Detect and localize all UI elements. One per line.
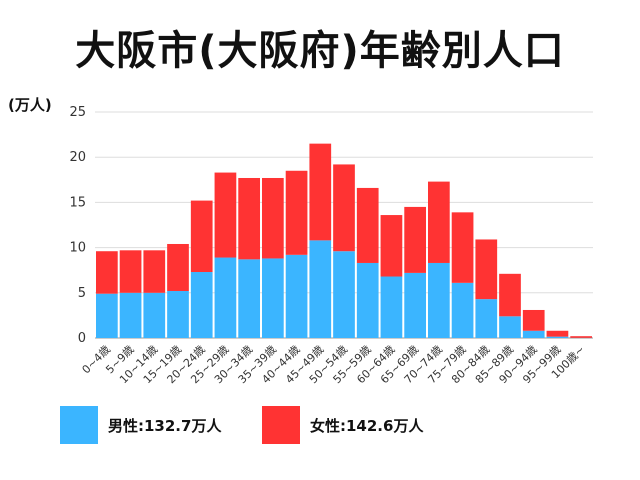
bar-female-0 (96, 251, 118, 294)
bar-male-5 (214, 257, 237, 338)
bar-female-5 (214, 172, 237, 258)
bar-male-10 (333, 251, 355, 338)
bar-female-11 (356, 187, 379, 263)
bar-male-4 (190, 272, 213, 338)
y-tick-label: 5 (78, 286, 86, 301)
bar-male-15 (451, 282, 474, 338)
population-bar-chart: 0 5 10 15 20 25 0~4歳5~9歳10~14歳15~19歳20~24歳25~… (69, 105, 593, 386)
x-tick-labels: 0~4歳5~9歳10~14歳15~19歳20~24歳25~29歳30~34歳35… (80, 343, 588, 386)
bar-female-2 (143, 250, 166, 293)
bar-female-13 (404, 206, 426, 273)
bar-male-7 (262, 258, 284, 338)
bar-female-10 (333, 164, 355, 252)
y-tick-label: 0 (78, 331, 86, 346)
bar-male-8 (285, 254, 308, 338)
bar-male-0 (96, 293, 118, 338)
bar-male-6 (238, 259, 260, 338)
legend-female: 女性:142.6万人 (262, 406, 423, 444)
y-axis-label: (万人) (8, 96, 52, 114)
bar-layer (96, 143, 592, 338)
bar-male-12 (380, 276, 403, 338)
bar-female-14 (428, 181, 450, 263)
bar-female-3 (167, 243, 189, 291)
bar-male-18 (522, 330, 545, 338)
bar-male-9 (309, 240, 332, 338)
bar-female-12 (380, 215, 403, 277)
bar-male-3 (167, 290, 189, 338)
bar-male-16 (475, 299, 498, 338)
legend-male-swatch (60, 406, 98, 444)
bar-male-14 (428, 262, 450, 338)
legend-male-label: 男性:132.7万人 (108, 416, 222, 435)
y-tick-label: 20 (69, 150, 86, 165)
bar-female-4 (190, 200, 213, 273)
y-tick-label: 25 (69, 105, 86, 120)
bar-female-18 (522, 309, 545, 331)
bar-female-8 (285, 170, 308, 255)
bar-male-2 (143, 292, 166, 338)
legend-female-swatch (262, 406, 300, 444)
y-tick-label: 15 (69, 195, 86, 210)
bar-male-1 (119, 292, 142, 338)
y-tick-labels: 0 5 10 15 20 25 (69, 105, 86, 346)
bar-female-20 (570, 336, 592, 338)
bar-female-19 (546, 330, 569, 337)
bar-female-9 (309, 143, 332, 241)
bar-female-16 (475, 239, 498, 300)
legend-female-label: 女性:142.6万人 (310, 416, 424, 435)
y-tick-label: 10 (69, 241, 86, 256)
bar-female-17 (499, 273, 521, 317)
chart-title: 大阪市(大阪府)年齢別人口 (75, 28, 565, 74)
bar-female-7 (262, 177, 284, 259)
bar-male-19 (546, 336, 569, 338)
bar-female-6 (238, 177, 260, 260)
legend-male: 男性:132.7万人 (60, 406, 221, 444)
bar-female-1 (119, 250, 142, 293)
bar-male-13 (404, 272, 426, 338)
bar-female-15 (451, 212, 474, 283)
bar-male-17 (499, 316, 521, 338)
bar-male-11 (356, 262, 379, 338)
